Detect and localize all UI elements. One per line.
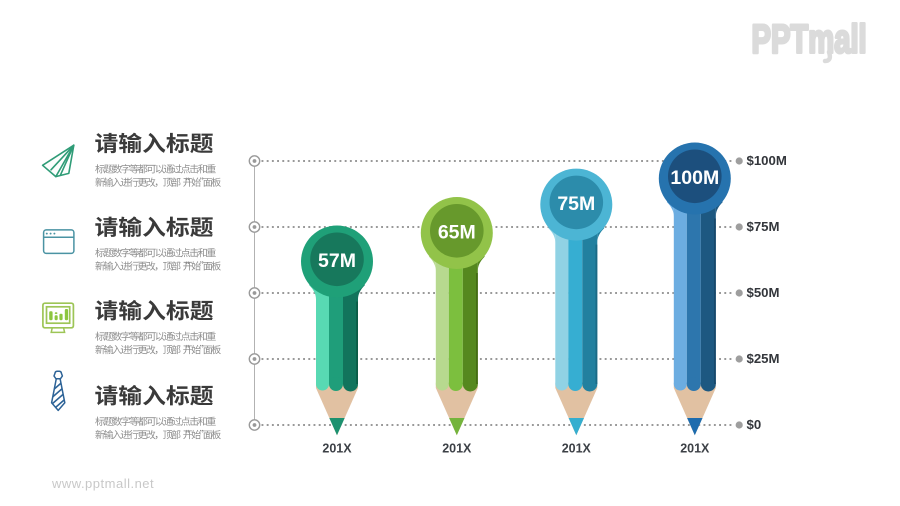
svg-text:$50M: $50M (747, 285, 780, 300)
svg-text:75M: 75M (557, 193, 595, 215)
svg-text:201X: 201X (442, 442, 472, 456)
svg-text:$100M: $100M (747, 153, 787, 168)
svg-text:www.pptmall.net: www.pptmall.net (51, 476, 154, 491)
svg-text:100M: 100M (670, 167, 719, 189)
svg-text:57M: 57M (318, 250, 356, 272)
svg-text:$75M: $75M (747, 219, 780, 234)
svg-text:201X: 201X (680, 442, 710, 456)
svg-text:PPTmall: PPTmall (752, 17, 867, 62)
svg-text:$25M: $25M (747, 351, 780, 366)
svg-text:$0: $0 (747, 417, 762, 432)
svg-text:201X: 201X (562, 442, 592, 456)
svg-text:201X: 201X (322, 442, 352, 456)
svg-text:65M: 65M (438, 222, 476, 244)
